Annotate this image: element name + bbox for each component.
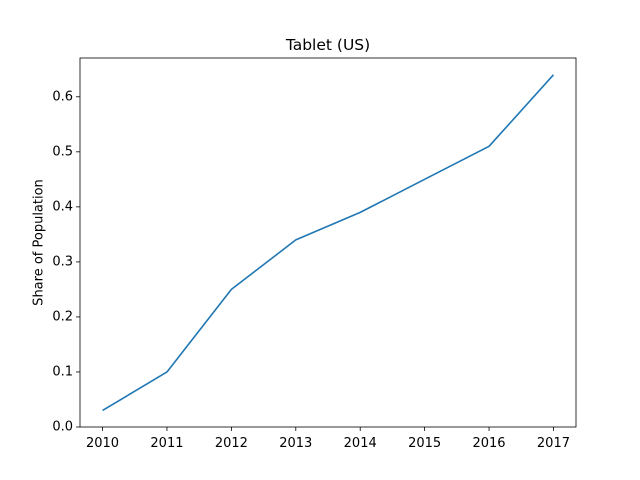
y-tick-label: 0.3 bbox=[52, 254, 73, 269]
axes-frame bbox=[79, 57, 577, 428]
x-tick-label: 2010 bbox=[86, 436, 119, 451]
x-tick-label: 2012 bbox=[215, 436, 248, 451]
plot-area bbox=[102, 74, 555, 412]
x-tick-label: 2015 bbox=[408, 436, 441, 451]
y-tick-label: 0.0 bbox=[52, 420, 73, 435]
y-tick-label: 0.5 bbox=[52, 144, 73, 159]
y-tick-label: 0.1 bbox=[52, 364, 73, 379]
x-tick-label: 2017 bbox=[537, 436, 570, 451]
y-axis-ticks: 0.0 0.1 0.2 0.3 0.4 0.5 0.6 bbox=[52, 89, 80, 435]
x-tick-label: 2011 bbox=[150, 436, 183, 451]
y-tick-label: 0.6 bbox=[52, 89, 73, 104]
y-axis-label: Share of Population bbox=[32, 179, 47, 306]
series-line bbox=[102, 74, 555, 412]
y-tick-label: 0.4 bbox=[52, 199, 73, 214]
x-tick-label: 2014 bbox=[344, 436, 377, 451]
y-tick-label: 0.2 bbox=[52, 309, 73, 324]
x-tick-label: 2013 bbox=[279, 436, 312, 451]
chart-title: Tablet (US) bbox=[285, 36, 370, 54]
x-axis-ticks: 2010 2011 2012 2013 2014 2015 2016 2017 bbox=[86, 427, 570, 451]
x-tick-label: 2016 bbox=[472, 436, 505, 451]
